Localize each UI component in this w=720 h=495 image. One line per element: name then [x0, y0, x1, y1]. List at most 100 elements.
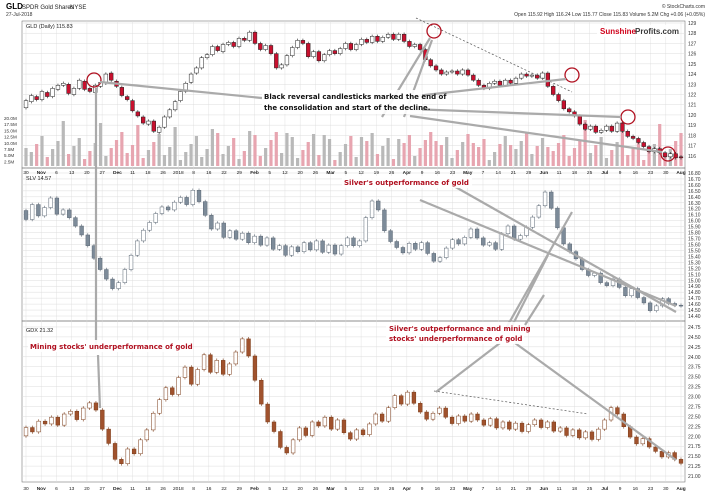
candle [322, 415, 328, 428]
candle [310, 420, 315, 438]
line-combo-mining-1 [514, 342, 677, 461]
candle-body [252, 235, 257, 243]
candle [462, 235, 467, 246]
candle [468, 227, 474, 240]
y-tick-label: 15.80 [688, 231, 701, 237]
y-tick-label: 122 [688, 93, 697, 99]
candle-body [526, 424, 531, 432]
x-tick-label: 6 [55, 170, 58, 176]
candle [640, 436, 645, 446]
candle-body [455, 70, 460, 75]
line-reversal-4 [409, 107, 622, 119]
candle [364, 37, 369, 45]
volume-bar [493, 152, 497, 166]
candle [263, 43, 268, 52]
candle-body [524, 73, 529, 77]
x-tick-label: 5 [268, 486, 271, 492]
volume-bar [503, 136, 507, 166]
candle [357, 239, 362, 248]
candle-body [668, 153, 673, 158]
candle [146, 119, 151, 126]
candle-body [373, 413, 378, 425]
candle [153, 211, 158, 225]
candle [259, 378, 264, 406]
x-tick-label: 23 [450, 170, 456, 176]
candle-body [295, 246, 301, 252]
volume-bar [583, 120, 587, 166]
candle [156, 125, 162, 135]
candle-body [335, 419, 340, 430]
candle-body [258, 43, 263, 50]
x-tick-label: 16 [435, 486, 441, 492]
candle-body [598, 130, 604, 133]
y-tick-label: 23.50 [688, 375, 701, 381]
candle [588, 124, 593, 131]
volume-bar [567, 156, 571, 166]
line-combo-silver-3 [524, 294, 545, 326]
x-tick-label: 26 [313, 486, 319, 492]
x-tick-label: May [463, 170, 473, 176]
candle [109, 71, 114, 82]
candle [524, 72, 529, 78]
candle [258, 234, 263, 247]
candle [301, 240, 307, 254]
candle-body [66, 84, 71, 94]
candle-body [265, 403, 270, 423]
y-tick-label: 16.10 [688, 213, 701, 219]
volume-bar [508, 145, 513, 166]
volume-bar [338, 152, 342, 166]
candle-body [146, 120, 151, 125]
candle [382, 208, 387, 233]
candle [295, 38, 300, 50]
x-tick-label: 29 [526, 170, 532, 176]
volume-bar [317, 155, 321, 166]
candle-body [176, 377, 181, 395]
candle-body [396, 33, 401, 40]
volume-bar [375, 154, 380, 166]
candle-body [196, 190, 202, 202]
volume-bar [109, 148, 113, 166]
candle-body [629, 288, 634, 297]
candle [135, 239, 140, 258]
candle [460, 68, 465, 76]
volume-bar [620, 122, 625, 166]
candle-body [45, 92, 50, 97]
candle-body [407, 41, 412, 47]
candle-body [233, 351, 239, 365]
candle-body [399, 395, 404, 405]
candle [215, 44, 220, 53]
candle-body [363, 217, 369, 242]
candle-body [465, 69, 471, 76]
candle-body [310, 421, 315, 436]
annotation-silver-text: Silver's outperformance of gold [344, 179, 469, 187]
candle-body [437, 257, 443, 262]
candle-body [332, 244, 338, 255]
candle-body [227, 230, 233, 238]
header-credit: © StockCharts.com [662, 3, 705, 10]
candle [29, 93, 34, 104]
x-tick-label: 13 [69, 170, 75, 176]
volume-bar [562, 135, 566, 166]
candle [634, 435, 639, 446]
candle-body [530, 216, 535, 228]
candle-body [428, 59, 433, 67]
volume-bar [642, 160, 646, 166]
x-tick-label: Apr [403, 486, 411, 492]
candle [551, 420, 556, 433]
candle [513, 421, 518, 432]
volume-bar [114, 140, 119, 166]
candle [79, 224, 84, 237]
volume-bar [450, 158, 454, 166]
volume-bar [626, 155, 630, 166]
candle-body [236, 38, 242, 47]
candle [450, 237, 455, 250]
volume-bar [530, 154, 534, 166]
candle [210, 44, 215, 57]
candle-body [271, 237, 276, 250]
x-tick-label: 30 [663, 486, 669, 492]
candle-body [391, 33, 396, 40]
candle [348, 41, 353, 52]
candle-body [609, 125, 614, 132]
candle-body [178, 197, 183, 203]
